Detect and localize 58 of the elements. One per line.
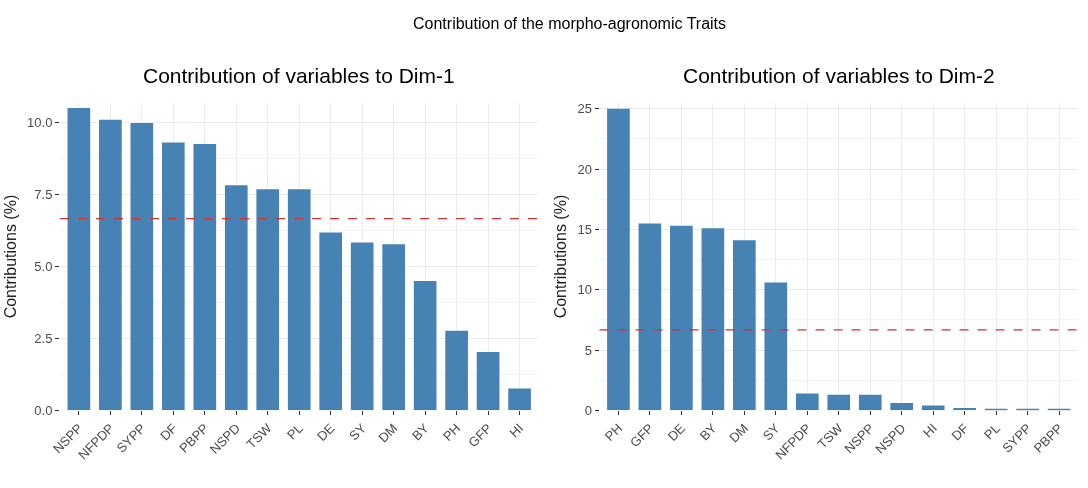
x-tick-label: GFP: [627, 420, 657, 451]
bar: [413, 280, 437, 411]
x-tick-label: BY: [696, 420, 720, 444]
bar: [130, 122, 154, 411]
bar: [287, 189, 311, 411]
bar: [670, 225, 693, 411]
bar: [99, 119, 122, 411]
x-tick-label: PH: [439, 420, 464, 444]
y-tick-label: 25: [577, 101, 592, 117]
y-tick-label: 5: [584, 342, 592, 358]
bar: [508, 388, 531, 411]
x-tick-label: PH: [601, 420, 626, 444]
bar: [224, 185, 248, 411]
y-tick-label: 7.5: [34, 187, 53, 203]
x-tick-label: HI: [920, 420, 940, 441]
bar: [382, 244, 405, 411]
x-tick-label: GFP: [465, 420, 495, 451]
y-axis-title: Contributions (%): [1, 194, 19, 319]
x-tick-label: DF: [157, 420, 181, 444]
bar: [638, 223, 662, 411]
bar: [607, 108, 630, 411]
bar: [858, 394, 882, 411]
bar: [319, 232, 343, 411]
bar: [764, 282, 788, 411]
bar: [701, 228, 725, 411]
x-tick-label: DE: [314, 420, 338, 444]
bar: [193, 143, 217, 411]
bar: [350, 242, 374, 411]
x-tick-label: PL: [284, 420, 306, 443]
bar: [733, 240, 756, 411]
y-tick-label: 2.5: [34, 331, 53, 347]
y-tick-label: 10: [577, 282, 592, 298]
x-tick-label: SY: [346, 420, 370, 444]
x-tick-label: DE: [664, 420, 689, 444]
x-tick-label: PL: [981, 420, 1003, 443]
x-tick-label: HI: [506, 420, 527, 441]
x-tick-label: BY: [408, 420, 433, 444]
bar: [890, 403, 914, 411]
chart-title: Contribution of variables to Dim-2: [683, 64, 995, 87]
x-tick-label: DM: [726, 420, 752, 446]
bar: [67, 107, 91, 411]
y-tick-label: 0.0: [34, 402, 53, 418]
x-tick-label: DF: [948, 420, 972, 444]
bar: [476, 351, 500, 411]
bar: [827, 394, 851, 411]
chart-title: Contribution of variables to Dim-1: [143, 64, 455, 87]
bar: [256, 189, 280, 411]
y-axis-title: Contributions (%): [552, 194, 570, 319]
bar: [795, 393, 819, 411]
y-tick-label: 10.0: [27, 115, 53, 131]
bar: [161, 142, 185, 411]
bar: [445, 330, 468, 411]
y-tick-label: 0: [584, 402, 592, 418]
y-tick-label: 15: [577, 221, 592, 237]
text: Contribution of the morpho-agronomic Traits: [413, 15, 727, 32]
x-tick-label: DM: [375, 420, 401, 446]
y-tick-label: 5.0: [34, 259, 53, 275]
y-tick-label: 20: [577, 161, 592, 177]
